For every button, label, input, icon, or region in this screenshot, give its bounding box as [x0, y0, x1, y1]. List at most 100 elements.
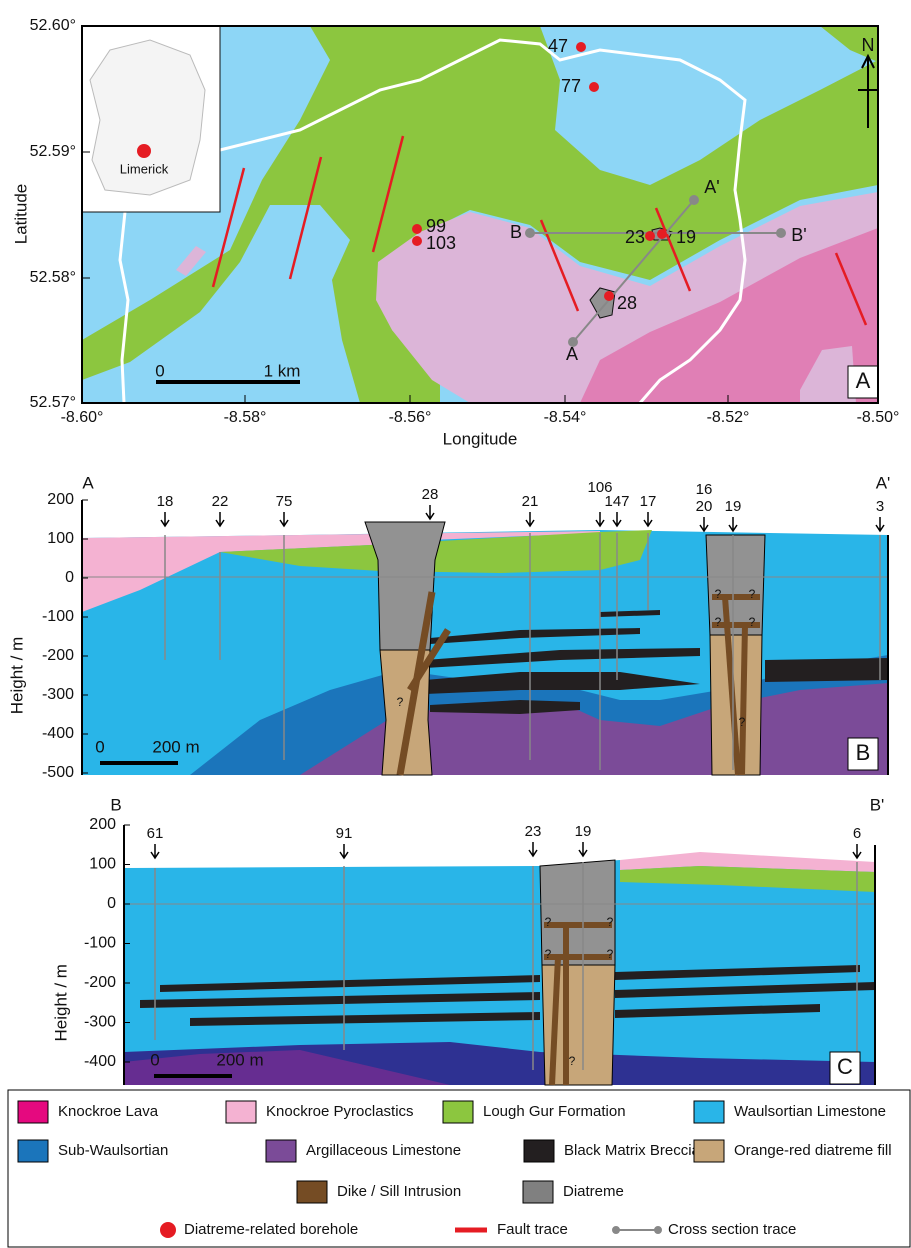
section-end-label: A	[82, 473, 94, 492]
legend-swatch	[225, 1100, 257, 1124]
borehole-label: 19	[725, 498, 742, 515]
scale-label: 200 m	[216, 1050, 263, 1069]
legend-swatch	[523, 1139, 555, 1163]
legend-swatch	[693, 1139, 725, 1163]
legend-label: Diatreme	[563, 1183, 624, 1200]
y-tick-label: -400	[84, 1053, 116, 1070]
uncertain-mark: ?	[545, 947, 552, 961]
borehole-label: 6	[853, 825, 861, 842]
y-tick-label: -100	[84, 935, 116, 952]
x-tick-label: -8.52°	[707, 409, 750, 426]
uncertain-mark: ?	[397, 695, 404, 709]
uncertain-mark: ?	[715, 615, 722, 629]
scale-label: 200 m	[152, 737, 199, 756]
y-tick-label: -300	[84, 1014, 116, 1031]
y-tick-label: 100	[47, 530, 74, 547]
section-a	[81, 500, 889, 776]
x-tick-label: -8.58°	[224, 409, 267, 426]
borehole-label: 61	[147, 825, 164, 842]
legend-label: Orange-red diatreme fill	[734, 1142, 892, 1159]
borehole-label: 3	[876, 498, 884, 515]
borehole-label: 20	[696, 498, 713, 515]
borehole-arrow	[339, 844, 349, 860]
y-tick-label: 0	[107, 895, 116, 912]
y-tick-label: -400	[42, 725, 74, 742]
y-tick-label: 52.57°	[30, 394, 76, 411]
uncertain-mark: ?	[545, 915, 552, 929]
legend-swatch	[265, 1139, 297, 1163]
borehole-label: 47	[548, 36, 568, 56]
borehole-label: 18	[157, 493, 174, 510]
legend-label: Argillaceous Limestone	[306, 1142, 461, 1159]
x-axis-label: Longitude	[443, 429, 518, 448]
borehole-arrow	[875, 517, 885, 533]
borehole-label: 23	[625, 227, 645, 247]
y-tick-label: -200	[84, 974, 116, 991]
y-tick-label: 52.59°	[30, 143, 76, 160]
borehole-arrow	[852, 844, 862, 860]
uncertain-mark: ?	[569, 1054, 576, 1068]
section-end-label: B	[110, 795, 121, 814]
borehole-label: 147	[604, 493, 629, 510]
legend-label: Fault trace	[497, 1221, 568, 1238]
y-axis-label: Height / m	[51, 964, 70, 1041]
boreholes	[412, 42, 667, 301]
y-tick-label: 200	[47, 491, 74, 508]
borehole-arrow	[612, 512, 622, 528]
legend-swatch	[17, 1100, 49, 1124]
section-end-label: B'	[870, 795, 885, 814]
inset-label: Limerick	[120, 161, 169, 176]
fault-traces	[211, 135, 868, 326]
legend-label: Dike / Sill Intrusion	[337, 1183, 461, 1200]
borehole-label: 99	[426, 216, 446, 236]
borehole-label: 103	[426, 233, 456, 253]
legend-swatch	[693, 1100, 725, 1124]
uncertain-mark: ?	[607, 915, 614, 929]
legend-label: Knockroe Lava	[58, 1103, 159, 1120]
panel-label: C	[837, 1054, 853, 1079]
borehole-arrow	[578, 842, 588, 858]
borehole-arrow	[595, 512, 605, 528]
legend-label: Waulsortian Limestone	[734, 1103, 886, 1120]
uncertain-mark: ?	[749, 587, 756, 601]
borehole-arrow	[699, 517, 709, 533]
legend-label: Sub-Waulsortian	[58, 1142, 168, 1159]
borehole-label: 106	[587, 479, 612, 496]
scale-label: 1 km	[264, 361, 301, 380]
y-tick-label: 200	[89, 816, 116, 833]
borehole-arrow	[215, 512, 225, 528]
borehole-label: 23	[525, 823, 542, 840]
y-tick-label: -500	[42, 764, 74, 781]
x-tick-label: -8.56°	[389, 409, 432, 426]
legend-label: Cross section trace	[668, 1221, 796, 1238]
borehole-arrow	[150, 844, 160, 860]
x-tick-label: -8.54°	[544, 409, 587, 426]
scale-label: 0	[150, 1050, 159, 1069]
borehole-label: 21	[522, 493, 539, 510]
y-tick-label: -100	[42, 608, 74, 625]
north-label: N	[862, 35, 875, 55]
borehole-arrow	[643, 512, 653, 528]
x-tick-label: -8.50°	[857, 409, 900, 426]
borehole-label: 28	[422, 486, 439, 503]
section-end-label: B'	[791, 225, 806, 245]
panel-label: A	[856, 368, 871, 393]
borehole-label: 75	[276, 493, 293, 510]
borehole-arrow	[525, 512, 535, 528]
section-end-label: B	[510, 222, 522, 242]
uncertain-mark: ?	[739, 715, 746, 729]
borehole-label: 19	[575, 823, 592, 840]
uncertain-mark: ?	[749, 615, 756, 629]
borehole-label: 91	[336, 825, 353, 842]
section-end-label: A'	[876, 473, 891, 492]
map	[82, 26, 878, 403]
borehole-arrow	[728, 517, 738, 533]
y-axis-label: Latitude	[11, 184, 30, 245]
legend-swatch	[296, 1180, 328, 1204]
borehole-label: 77	[561, 76, 581, 96]
uncertain-mark: ?	[607, 947, 614, 961]
legend-swatch	[442, 1100, 474, 1124]
y-tick-label: 100	[89, 856, 116, 873]
legend-label: Knockroe Pyroclastics	[266, 1103, 414, 1120]
